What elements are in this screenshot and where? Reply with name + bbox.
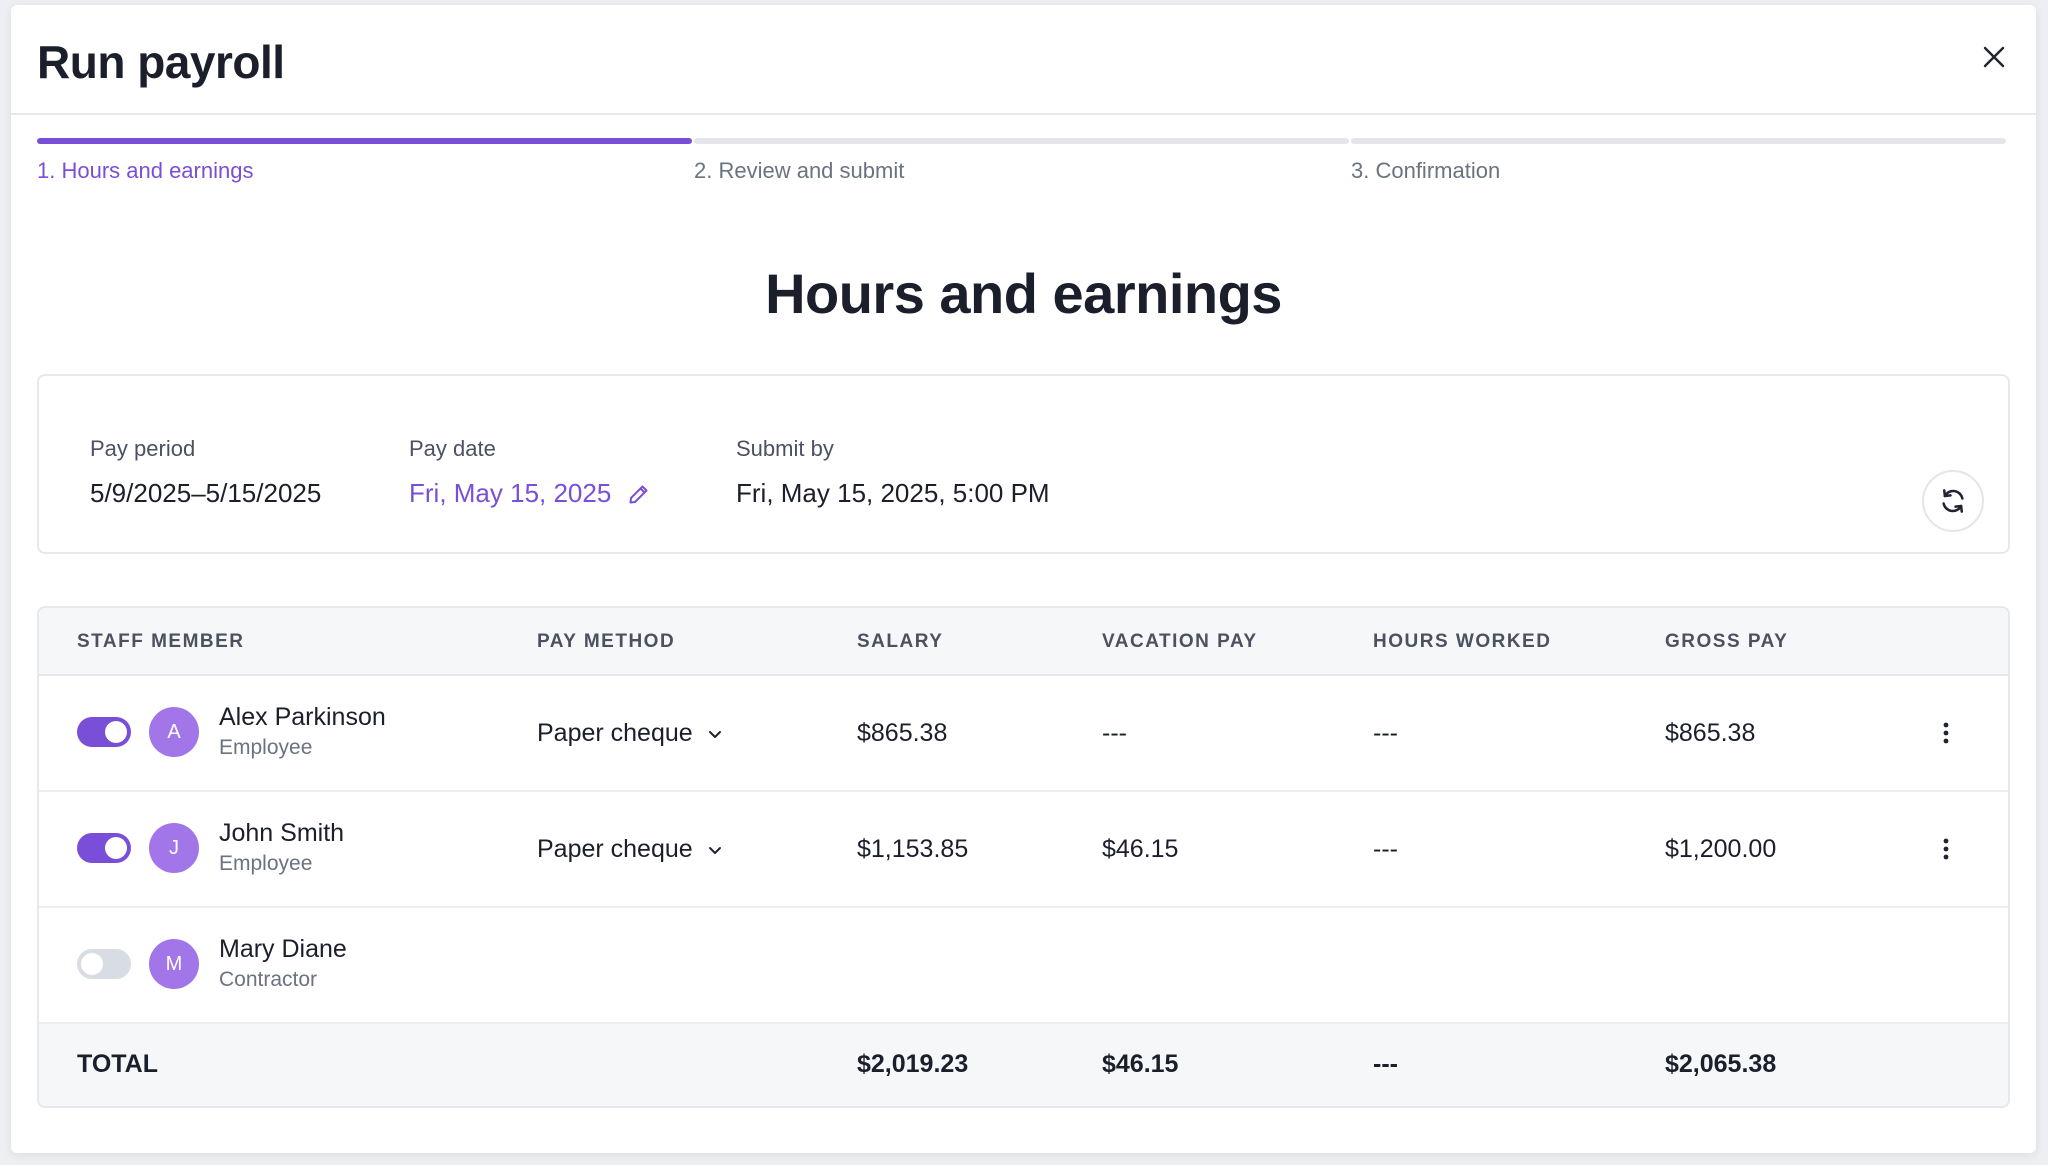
pay-method-value[interactable]: Paper cheque <box>537 835 693 863</box>
avatar: A <box>149 707 199 757</box>
include-toggle[interactable] <box>77 833 131 863</box>
step-progress-bar <box>694 138 1349 144</box>
total-label: TOTAL <box>77 1050 159 1078</box>
submit-by-value: Fri, May 15, 2025, 5:00 PM <box>736 478 1050 508</box>
vacation-pay-cell: --- <box>1102 719 1127 747</box>
toggle-knob <box>81 953 103 975</box>
pay-date-field: Pay date Fri, May 15, 2025 <box>409 436 651 509</box>
more-vertical-icon <box>1943 838 1949 860</box>
include-toggle[interactable] <box>77 949 131 979</box>
include-toggle[interactable] <box>77 717 131 747</box>
total-vacation-pay: $46.15 <box>1102 1050 1179 1078</box>
header-gross-pay: GROSS PAY <box>1665 631 1789 652</box>
header-vacation-pay: VACATION PAY <box>1102 631 1258 652</box>
refresh-button[interactable] <box>1922 470 1984 532</box>
table-row: J John Smith Employee Paper cheque $1,15… <box>39 792 2008 908</box>
gross-pay-cell: $865.38 <box>1665 719 1756 747</box>
avatar: M <box>149 939 199 989</box>
toggle-knob <box>105 721 127 743</box>
step-confirmation[interactable]: 3. Confirmation <box>1351 138 2006 184</box>
pay-period-value: 5/9/2025–5/15/2025 <box>90 478 322 508</box>
header-staff-member: STAFF MEMBER <box>77 631 245 652</box>
staff-role: Contractor <box>219 968 318 991</box>
table-header: STAFF MEMBER PAY METHOD SALARY VACATION … <box>39 608 2008 676</box>
chevron-down-icon[interactable] <box>707 842 723 858</box>
section-title: Hours and earnings <box>765 262 1282 325</box>
step-label: 1. Hours and earnings <box>37 158 254 183</box>
total-hours-worked: --- <box>1373 1050 1398 1078</box>
hours-worked-cell: --- <box>1373 835 1398 863</box>
pay-date-value-row[interactable]: Fri, May 15, 2025 <box>409 478 651 509</box>
step-progress-bar <box>1351 138 2006 144</box>
avatar: J <box>149 823 199 873</box>
close-button[interactable] <box>1972 35 2016 79</box>
vacation-pay-cell: $46.15 <box>1102 835 1179 863</box>
modal-header: Run payroll <box>11 5 2036 115</box>
header-pay-method: PAY METHOD <box>537 631 676 652</box>
step-hours-earnings[interactable]: 1. Hours and earnings <box>37 138 692 184</box>
total-salary: $2,019.23 <box>857 1050 969 1078</box>
toggle-knob <box>105 837 127 859</box>
staff-name: John Smith <box>219 819 345 847</box>
staff-role: Employee <box>219 736 313 759</box>
total-gross-pay: $2,065.38 <box>1665 1050 1777 1078</box>
pay-date-value[interactable]: Fri, May 15, 2025 <box>409 478 612 508</box>
close-icon <box>1983 46 2005 68</box>
step-review-submit[interactable]: 2. Review and submit <box>694 138 1349 184</box>
total-row: TOTAL $2,019.23 $46.15 --- $2,065.38 <box>39 1024 2008 1106</box>
pay-method-select[interactable]: Paper cheque <box>537 719 723 748</box>
table-row: M Mary Diane Contractor <box>39 908 2008 1024</box>
payroll-table: STAFF MEMBER PAY METHOD SALARY VACATION … <box>37 606 2010 1108</box>
staff-name: Mary Diane <box>219 935 347 963</box>
step-progress-bar <box>37 138 692 144</box>
more-vertical-icon <box>1943 722 1949 744</box>
header-salary: SALARY <box>857 631 944 652</box>
staff-role: Employee <box>219 852 313 875</box>
pencil-icon[interactable] <box>627 482 651 506</box>
step-label: 3. Confirmation <box>1351 158 1501 183</box>
salary-cell: $865.38 <box>857 719 948 747</box>
pay-period-field: Pay period 5/9/2025–5/15/2025 <box>90 436 321 509</box>
staff-name: Alex Parkinson <box>219 703 386 731</box>
pay-period-label: Pay period <box>90 436 196 461</box>
pay-date-label: Pay date <box>409 436 496 461</box>
refresh-icon <box>1942 489 1964 513</box>
run-payroll-modal: Run payroll 1. Hours and earnings 2. Rev… <box>11 5 2036 1153</box>
step-label: 2. Review and submit <box>694 158 905 183</box>
chevron-down-icon[interactable] <box>707 726 723 742</box>
gross-pay-cell: $1,200.00 <box>1665 835 1777 863</box>
modal-title: Run payroll <box>37 36 285 88</box>
table-row: A Alex Parkinson Employee Paper cheque $… <box>39 676 2008 792</box>
pay-info-card: Pay period 5/9/2025–5/15/2025 Pay date F… <box>37 374 2010 554</box>
pay-method-value[interactable]: Paper cheque <box>537 719 693 747</box>
row-more-button[interactable] <box>1934 716 1958 750</box>
row-more-button[interactable] <box>1934 832 1958 866</box>
pay-method-select[interactable]: Paper cheque <box>537 835 723 864</box>
salary-cell: $1,153.85 <box>857 835 969 863</box>
header-hours-worked: HOURS WORKED <box>1373 631 1552 652</box>
submit-by-label: Submit by <box>736 436 834 461</box>
hours-worked-cell: --- <box>1373 719 1398 747</box>
submit-by-field: Submit by Fri, May 15, 2025, 5:00 PM <box>736 436 1050 509</box>
